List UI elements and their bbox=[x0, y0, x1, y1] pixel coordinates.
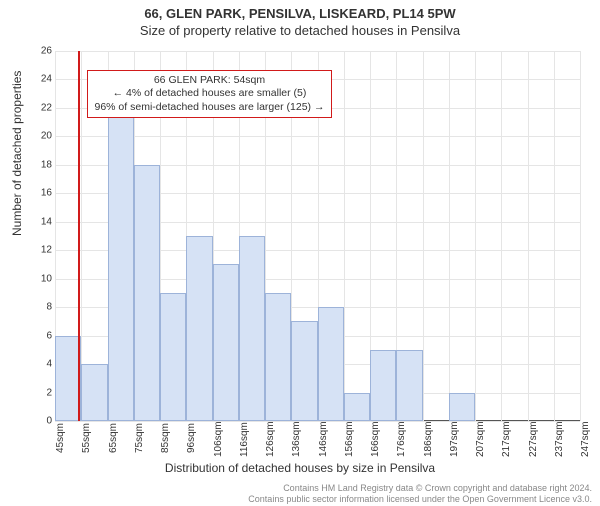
annotation-box: 66 GLEN PARK: 54sqm← 4% of detached hous… bbox=[87, 70, 333, 119]
annotation-line2: ← 4% of detached houses are smaller (5) bbox=[95, 87, 325, 101]
annotation-line3: 96% of semi-detached houses are larger (… bbox=[95, 101, 325, 115]
annotation-line1: 66 GLEN PARK: 54sqm bbox=[95, 74, 325, 88]
histogram-bar bbox=[134, 165, 160, 421]
histogram-bar bbox=[160, 293, 186, 421]
gridline-v bbox=[423, 51, 424, 421]
x-tick-label: 75sqm bbox=[134, 423, 145, 457]
y-tick-label: 18 bbox=[38, 159, 52, 170]
y-axis-label: Number of detached properties bbox=[10, 71, 24, 236]
x-tick-label: 96sqm bbox=[186, 423, 197, 457]
histogram-bar bbox=[396, 350, 422, 421]
y-tick-label: 14 bbox=[38, 216, 52, 227]
gridline-v bbox=[449, 51, 450, 421]
y-tick-label: 12 bbox=[38, 245, 52, 256]
y-tick-label: 24 bbox=[38, 74, 52, 85]
histogram-bar bbox=[81, 364, 107, 421]
gridline-v bbox=[554, 51, 555, 421]
x-tick-label: 65sqm bbox=[108, 423, 119, 457]
y-tick-label: 4 bbox=[38, 359, 52, 370]
gridline-v bbox=[344, 51, 345, 421]
histogram-bar bbox=[449, 393, 475, 421]
histogram-bar bbox=[108, 108, 134, 421]
histogram-bar bbox=[370, 350, 396, 421]
y-tick-label: 0 bbox=[38, 416, 52, 427]
x-tick-label: 166sqm bbox=[370, 423, 381, 457]
x-tick-label: 176sqm bbox=[396, 423, 407, 457]
y-tick-label: 20 bbox=[38, 131, 52, 142]
histogram-bar bbox=[186, 236, 212, 421]
footer-line2: Contains public sector information licen… bbox=[248, 494, 592, 504]
x-tick-label: 55sqm bbox=[81, 423, 92, 457]
x-tick-label: 106sqm bbox=[213, 423, 224, 457]
x-tick-label: 237sqm bbox=[554, 423, 565, 457]
y-tick-label: 26 bbox=[38, 46, 52, 57]
x-tick-label: 45sqm bbox=[55, 423, 66, 457]
y-tick-label: 2 bbox=[38, 387, 52, 398]
x-tick-label: 85sqm bbox=[160, 423, 171, 457]
x-tick-label: 227sqm bbox=[528, 423, 539, 457]
x-tick-label: 126sqm bbox=[265, 423, 276, 457]
y-tick-label: 16 bbox=[38, 188, 52, 199]
histogram-chart: 66 GLEN PARK: 54sqm← 4% of detached hous… bbox=[55, 51, 580, 421]
histogram-bar bbox=[213, 264, 239, 421]
y-tick-label: 6 bbox=[38, 330, 52, 341]
histogram-bar bbox=[318, 307, 344, 421]
histogram-bar bbox=[291, 321, 317, 421]
histogram-bar bbox=[265, 293, 291, 421]
histogram-bar bbox=[239, 236, 265, 421]
x-tick-label: 156sqm bbox=[344, 423, 355, 457]
chart-title-address: 66, GLEN PARK, PENSILVA, LISKEARD, PL14 … bbox=[0, 6, 600, 21]
x-axis-label: Distribution of detached houses by size … bbox=[0, 461, 600, 475]
gridline-v bbox=[580, 51, 581, 421]
x-tick-label: 217sqm bbox=[501, 423, 512, 457]
gridline-v bbox=[528, 51, 529, 421]
x-tick-label: 136sqm bbox=[291, 423, 302, 457]
attribution-footer: Contains HM Land Registry data © Crown c… bbox=[248, 483, 592, 504]
gridline-v bbox=[475, 51, 476, 421]
y-tick-label: 22 bbox=[38, 102, 52, 113]
y-tick-label: 10 bbox=[38, 273, 52, 284]
x-tick-label: 116sqm bbox=[239, 423, 250, 457]
footer-line1: Contains HM Land Registry data © Crown c… bbox=[248, 483, 592, 493]
x-tick-label: 186sqm bbox=[423, 423, 434, 457]
chart-subtitle: Size of property relative to detached ho… bbox=[0, 23, 600, 38]
x-tick-label: 247sqm bbox=[580, 423, 591, 457]
histogram-bar bbox=[344, 393, 370, 421]
gridline-v bbox=[501, 51, 502, 421]
x-tick-label: 197sqm bbox=[449, 423, 460, 457]
reference-marker-line bbox=[78, 51, 80, 421]
x-tick-label: 146sqm bbox=[318, 423, 329, 457]
y-tick-label: 8 bbox=[38, 302, 52, 313]
x-tick-label: 207sqm bbox=[475, 423, 486, 457]
